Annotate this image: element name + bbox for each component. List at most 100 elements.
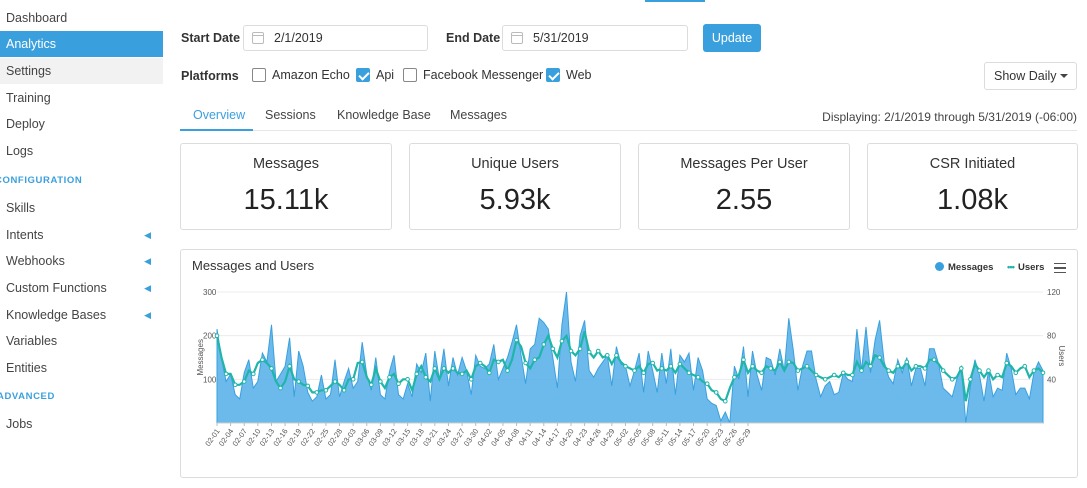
nav-training[interactable]: Training [6,91,51,105]
calendar-icon [511,32,523,44]
metric-title: Messages [252,156,320,172]
metric-card-unique-users: Unique Users 5.93k [409,143,621,230]
nav-custom-functions[interactable]: Custom Functions ◀ [0,275,163,301]
start-date-input[interactable]: 2/1/2019 [243,25,428,51]
chart-panel: Messages and Users Messages ••• Users 100… [180,249,1078,478]
users-point [550,346,556,352]
users-point [223,371,229,377]
users-point [305,383,311,389]
users-point [423,374,429,380]
nav-entities[interactable]: Entities [6,361,47,375]
nav-variables[interactable]: Variables [6,334,58,348]
nav-logs[interactable]: Logs [6,144,34,158]
users-point [886,368,892,373]
users-point [332,379,338,384]
nav-analytics[interactable]: Analytics [0,31,163,57]
users-point [750,363,755,369]
legend-messages[interactable]: Messages [935,262,993,273]
checkbox-web[interactable] [546,68,560,82]
tab-knowledge-base[interactable]: Knowledge Base [337,108,431,122]
nav-deploy[interactable]: Deploy [6,117,45,131]
start-date-label: Start Date [181,31,241,45]
legend-dot-icon [935,262,944,271]
users-point [695,374,701,380]
users-point [314,390,320,395]
section-advanced: ADVANCED [0,391,55,402]
users-point [786,359,792,365]
users-point [940,368,946,373]
display-range: Displaying: 2/1/2019 through 5/31/2019 (… [822,110,1077,124]
legend-dotted-line-icon: ••• [1007,262,1015,273]
users-point [532,357,538,362]
api-label: Api [376,68,395,82]
tab-messages[interactable]: Messages [450,108,507,122]
users-point [1013,370,1019,376]
caret-left-icon: ◀ [144,230,151,240]
legend-messages-label: Messages [948,262,994,273]
users-point [450,366,456,371]
nav-intents[interactable]: Intents ◀ [0,222,163,248]
users-point [441,366,447,371]
checkbox-amazon-echo[interactable] [252,68,266,82]
tab-sessions[interactable]: Sessions [265,108,316,122]
metric-title: Unique Users [471,156,559,172]
granularity-dropdown[interactable]: Show Daily [984,62,1077,90]
users-point [959,366,964,371]
metric-title: CSR Initiated [929,156,1016,172]
users-point [568,348,574,354]
users-point [841,370,846,376]
checkbox-api[interactable] [356,68,370,82]
users-point [931,357,937,362]
users-point [713,390,719,395]
metric-value: 5.93k [479,184,551,216]
users-point [859,368,864,373]
nav-intents-label: Intents [6,228,44,242]
nav-jobs[interactable]: Jobs [6,417,33,431]
legend-users[interactable]: ••• Users [1007,262,1044,273]
users-point [795,368,801,373]
users-point [632,368,637,373]
users-point [723,398,728,404]
users-line [215,331,1044,403]
users-point [704,381,710,386]
users-point [405,377,410,382]
users-point [995,372,1000,378]
calendar-icon [252,32,264,44]
users-point [514,337,519,343]
users-point [341,388,347,393]
users-point [949,377,955,382]
users-point [677,361,683,367]
users-point [232,382,238,388]
users-point [768,366,774,371]
users-point [496,359,501,365]
hamburger-menu-icon[interactable] [1054,263,1066,273]
users-point [777,359,783,365]
users-point [251,371,256,377]
nav-webhooks[interactable]: Webhooks ◀ [0,248,163,274]
tab-overview[interactable]: Overview [193,108,246,122]
users-point [505,368,510,373]
end-date-input[interactable]: 5/31/2019 [502,25,688,51]
users-point [260,357,265,362]
nav-knowledge-bases[interactable]: Knowledge Bases ◀ [0,302,163,328]
users-point [468,377,474,382]
update-button[interactable]: Update [703,24,761,52]
nav-skills[interactable]: Skills [6,201,36,215]
users-point [1040,370,1046,376]
nav-settings[interactable]: Settings [0,58,163,84]
metric-card-messages: Messages 15.11k [180,143,392,230]
nav-dashboard[interactable]: Dashboard [6,11,68,25]
nav-webhooks-label: Webhooks [6,254,65,268]
legend-users-label: Users [1017,262,1045,273]
users-point [623,363,628,369]
users-point [904,359,910,365]
users-point [804,363,810,369]
y-left-tick-label: 100 [203,375,217,384]
users-point [459,371,465,377]
caret-left-icon: ◀ [144,310,151,320]
users-point [986,368,991,373]
metric-value: 2.55 [715,184,773,216]
checkbox-facebook-messenger[interactable] [403,68,417,82]
users-point [913,363,919,369]
users-point [559,338,565,344]
